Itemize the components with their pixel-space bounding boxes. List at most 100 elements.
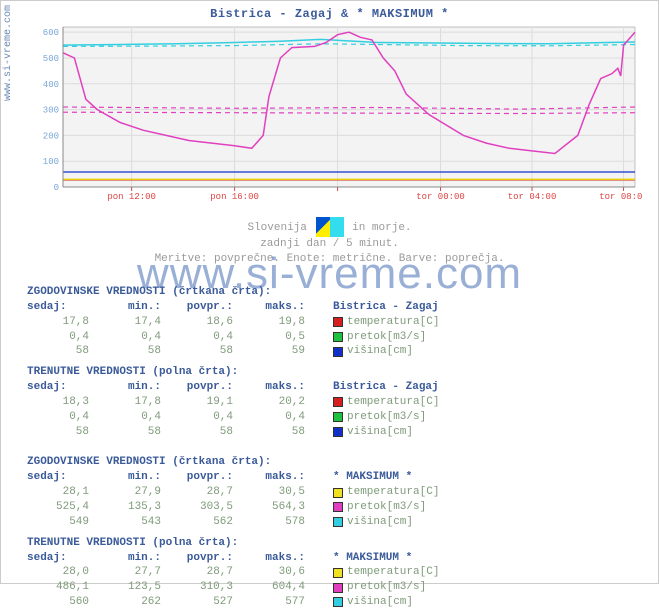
caption-l1a: Slovenija (247, 222, 306, 234)
svg-text:100: 100 (43, 157, 59, 167)
swatch-icon (333, 583, 343, 593)
data-cell: 58 (171, 344, 243, 359)
data-cell: 0,4 (243, 410, 315, 425)
legend-item: pretok[m3/s] (333, 410, 426, 425)
col-header: sedaj: (27, 551, 99, 566)
caption-l3: Meritve: povprečne. Enote: metrične. Bar… (1, 252, 658, 267)
col-header: sedaj: (27, 380, 99, 395)
legend-item: višina[cm] (333, 344, 413, 359)
data-cell: 0,4 (99, 330, 171, 345)
data-cell: 525,4 (27, 500, 99, 515)
col-header: maks.: (243, 380, 315, 395)
data-cell: 560 (27, 595, 99, 610)
data-cell: 0,4 (27, 330, 99, 345)
data-cell: 20,2 (243, 395, 315, 410)
swatch-icon (333, 397, 343, 407)
col-header: povpr.: (171, 380, 243, 395)
swatch-icon (333, 412, 343, 422)
data-cell: 30,6 (243, 565, 315, 580)
col-header: min.: (99, 470, 171, 485)
source-url-label: www.si-vreme.com (3, 5, 14, 101)
col-header: min.: (99, 380, 171, 395)
data-cell: 549 (27, 515, 99, 530)
legend-label: pretok[m3/s] (347, 580, 426, 595)
legend-item: temperatura[C] (333, 315, 439, 330)
legend-label: pretok[m3/s] (347, 500, 426, 515)
legend-item: višina[cm] (333, 515, 413, 530)
legend-title: Bistrica - Zagaj (333, 380, 439, 395)
data-cell: 123,5 (99, 580, 171, 595)
legend-title: Bistrica - Zagaj (333, 300, 439, 315)
data-cell: 30,5 (243, 485, 315, 500)
caption-l2: zadnji dan / 5 minut. (1, 237, 658, 252)
col-header: sedaj: (27, 300, 99, 315)
block-title: TRENUTNE VREDNOSTI (polna črta): (27, 536, 637, 551)
swatch-icon (333, 502, 343, 512)
caption-l1b: in morje. (352, 222, 411, 234)
data-cell: 28,1 (27, 485, 99, 500)
data-cell: 28,0 (27, 565, 99, 580)
data-cell: 58 (27, 425, 99, 440)
legend-label: višina[cm] (347, 595, 413, 610)
col-header: maks.: (243, 551, 315, 566)
data-cell: 543 (99, 515, 171, 530)
table-row: 58585859višina[cm] (27, 344, 637, 359)
swatch-icon (333, 597, 343, 607)
data-cell: 28,7 (171, 565, 243, 580)
col-header: sedaj: (27, 470, 99, 485)
table-row: 0,40,40,40,5pretok[m3/s] (27, 330, 637, 345)
data-cell: 17,8 (27, 315, 99, 330)
svg-text:tor 04:00: tor 04:00 (508, 192, 557, 202)
legend-item: temperatura[C] (333, 485, 439, 500)
svg-text:tor 08:00: tor 08:00 (599, 192, 643, 202)
data-cell: 564,3 (243, 500, 315, 515)
swatch-icon (333, 332, 343, 342)
svg-text:0: 0 (54, 183, 59, 193)
table-row: 28,027,728,730,6temperatura[C] (27, 565, 637, 580)
legend-title: * MAKSIMUM * (333, 551, 412, 566)
legend-item: pretok[m3/s] (333, 580, 426, 595)
legend-label: temperatura[C] (347, 395, 439, 410)
legend-item: pretok[m3/s] (333, 500, 426, 515)
data-cell: 303,5 (171, 500, 243, 515)
swatch-icon (333, 317, 343, 327)
data-cell: 27,9 (99, 485, 171, 500)
chart-caption: Slovenija in morje. zadnji dan / 5 minut… (1, 217, 658, 267)
block-title: TRENUTNE VREDNOSTI (polna črta): (27, 365, 637, 380)
swatch-icon (333, 427, 343, 437)
svg-text:600: 600 (43, 28, 59, 38)
col-header: min.: (99, 300, 171, 315)
legend-item: temperatura[C] (333, 395, 439, 410)
data-cell: 58 (27, 344, 99, 359)
swatch-icon (333, 488, 343, 498)
legend-label: višina[cm] (347, 515, 413, 530)
legend-label: temperatura[C] (347, 315, 439, 330)
legend-label: pretok[m3/s] (347, 330, 426, 345)
data-cell: 135,3 (99, 500, 171, 515)
svg-text:200: 200 (43, 131, 59, 141)
data-cell: 17,8 (99, 395, 171, 410)
table-row: 486,1123,5310,3604,4pretok[m3/s] (27, 580, 637, 595)
legend-title: * MAKSIMUM * (333, 470, 412, 485)
data-cell: 58 (171, 425, 243, 440)
col-header: povpr.: (171, 551, 243, 566)
col-header: maks.: (243, 300, 315, 315)
svg-text:500: 500 (43, 54, 59, 64)
data-cell: 0,4 (171, 330, 243, 345)
svg-text:tor 00:00: tor 00:00 (416, 192, 465, 202)
legend-item: višina[cm] (333, 595, 413, 610)
data-cell: 310,3 (171, 580, 243, 595)
data-cell: 0,4 (27, 410, 99, 425)
block-title: ZGODOVINSKE VREDNOSTI (črtkana črta): (27, 455, 637, 470)
data-cell: 58 (99, 344, 171, 359)
data-cell: 0,4 (99, 410, 171, 425)
table-row: 18,317,819,120,2temperatura[C] (27, 395, 637, 410)
table-row: 58585858višina[cm] (27, 425, 637, 440)
data-cell: 17,4 (99, 315, 171, 330)
table-row: 560262527577višina[cm] (27, 595, 637, 610)
data-cell: 28,7 (171, 485, 243, 500)
data-cell: 577 (243, 595, 315, 610)
data-cell: 486,1 (27, 580, 99, 595)
data-cell: 58 (99, 425, 171, 440)
data-cell: 58 (243, 425, 315, 440)
